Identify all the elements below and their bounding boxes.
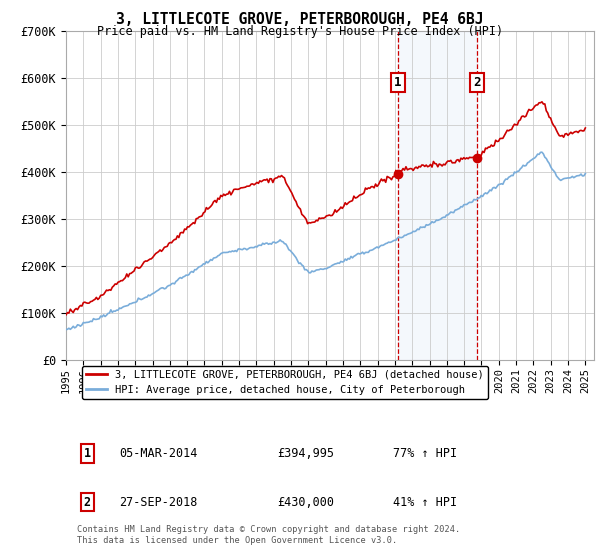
Text: £430,000: £430,000: [277, 496, 334, 508]
Legend: 3, LITTLECOTE GROVE, PETERBOROUGH, PE4 6BJ (detached house), HPI: Average price,: 3, LITTLECOTE GROVE, PETERBOROUGH, PE4 6…: [82, 366, 488, 399]
Text: £394,995: £394,995: [277, 447, 334, 460]
Text: Contains HM Land Registry data © Crown copyright and database right 2024.
This d: Contains HM Land Registry data © Crown c…: [77, 525, 460, 545]
Bar: [398, 31, 477, 361]
Text: 2: 2: [83, 496, 91, 508]
Text: 41% ↑ HPI: 41% ↑ HPI: [394, 496, 457, 508]
Text: 1: 1: [394, 76, 401, 89]
Text: 77% ↑ HPI: 77% ↑ HPI: [394, 447, 457, 460]
Text: 3, LITTLECOTE GROVE, PETERBOROUGH, PE4 6BJ: 3, LITTLECOTE GROVE, PETERBOROUGH, PE4 6…: [116, 12, 484, 27]
Text: 05-MAR-2014: 05-MAR-2014: [119, 447, 197, 460]
Text: 1: 1: [83, 447, 91, 460]
Text: Price paid vs. HM Land Registry's House Price Index (HPI): Price paid vs. HM Land Registry's House …: [97, 25, 503, 38]
Text: 2: 2: [473, 76, 481, 89]
Text: 27-SEP-2018: 27-SEP-2018: [119, 496, 197, 508]
